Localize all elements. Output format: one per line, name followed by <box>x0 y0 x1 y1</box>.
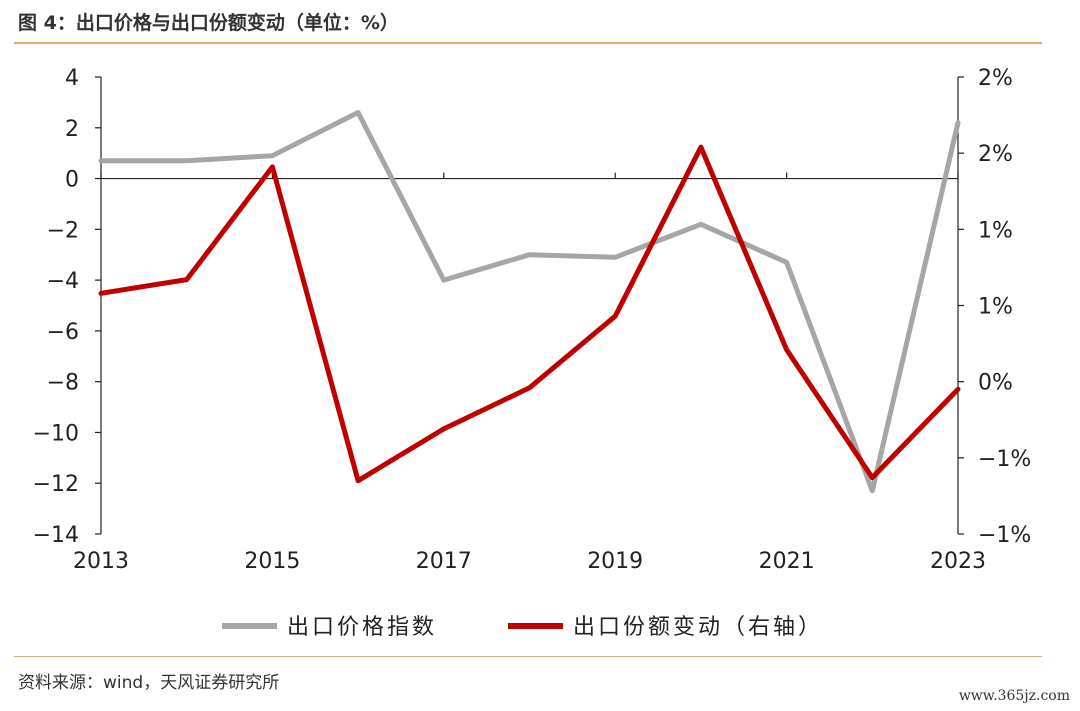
left-tick-label: −8 <box>47 371 79 396</box>
right-tick-label: 1% <box>978 295 1013 320</box>
legend-label-2: 出口份额变动（右轴） <box>573 615 823 640</box>
left-tick-label: −6 <box>47 320 79 345</box>
left-tick-label: 2 <box>65 117 79 142</box>
watermark-text: www.365jz.com <box>958 688 1070 704</box>
x-tick-label: 2021 <box>759 549 815 574</box>
right-tick-label: −1% <box>978 523 1031 548</box>
right-tick-label: 2% <box>978 66 1013 91</box>
x-tick-label: 2015 <box>244 549 300 574</box>
right-tick-label: 0% <box>978 371 1013 396</box>
chart-axes: 4 2 0 −2 −4 −6 −8 −10 −12 −14 2% 2% 1% 1% 0% −1% −1% 2013… <box>33 66 1032 574</box>
line-chart: 4 2 0 −2 −4 −6 −8 −10 −12 −14 2% 2% 1% 1% 0% −1% −1% 2013… <box>33 66 1032 640</box>
x-tick-label: 2019 <box>587 549 643 574</box>
x-tick-label: 2013 <box>73 549 129 574</box>
right-tick-label: 2% <box>978 142 1013 167</box>
right-tick-label: 1% <box>978 218 1013 243</box>
legend-label-1: 出口价格指数 <box>287 615 437 640</box>
chart-series <box>98 110 961 494</box>
left-tick-label: −4 <box>47 269 79 294</box>
left-tick-label: −2 <box>47 218 79 243</box>
top-divider <box>14 42 1042 44</box>
series-line-1 <box>98 110 961 494</box>
series-line-2 <box>98 144 961 484</box>
left-tick-label: −10 <box>33 421 79 446</box>
x-tick-label: 2023 <box>930 549 986 574</box>
left-tick-label: 4 <box>65 66 79 91</box>
right-tick-label: −1% <box>978 447 1031 472</box>
source-note: 资料来源：wind，天风证券研究所 <box>18 673 280 693</box>
bottom-divider <box>14 656 1042 657</box>
left-tick-label: −14 <box>33 523 79 548</box>
chart-title: 图 4：出口价格与出口份额变动（单位：%） <box>18 12 399 34</box>
x-tick-label: 2017 <box>416 549 472 574</box>
left-tick-label: 0 <box>65 168 79 193</box>
left-tick-label: −12 <box>33 472 79 497</box>
chart-legend: 出口价格指数 出口份额变动（右轴） <box>222 615 823 640</box>
